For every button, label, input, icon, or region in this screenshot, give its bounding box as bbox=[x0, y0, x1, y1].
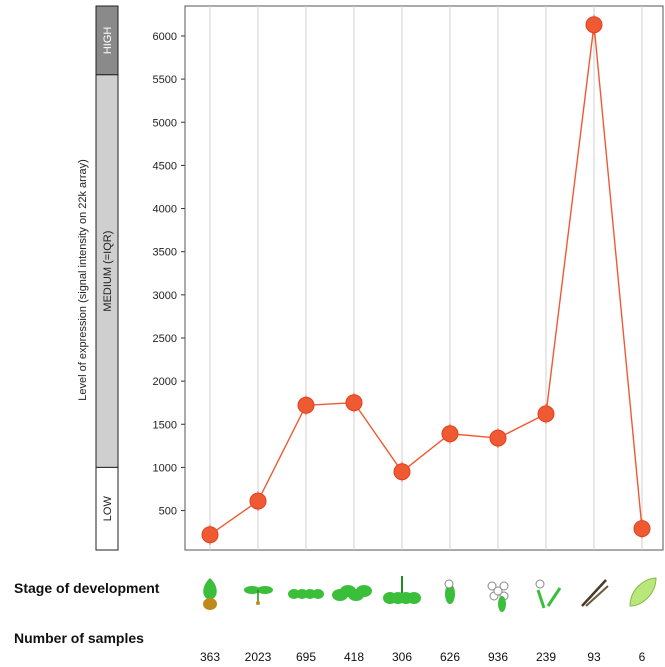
data-point bbox=[441, 425, 459, 443]
number-of-samples-label: Number of samples bbox=[14, 630, 144, 646]
stage-icon-1-icon bbox=[203, 578, 217, 610]
data-point bbox=[633, 520, 651, 538]
stage-icon-10-icon bbox=[629, 577, 657, 607]
stage-icon-4-icon bbox=[332, 585, 372, 601]
data-point bbox=[297, 396, 315, 414]
stage-icon-3-icon bbox=[288, 589, 324, 599]
sample-count: 695 bbox=[295, 650, 317, 664]
sample-count: 936 bbox=[487, 650, 509, 664]
stage-icon-8-icon bbox=[535, 579, 562, 609]
sample-count: 239 bbox=[535, 650, 557, 664]
y-tick-label: 2000 bbox=[153, 376, 177, 388]
y-axis-ticks: 500 1000 1500 2000 2500 3000 3500 4000 4500 5000 5… bbox=[153, 31, 185, 518]
data-point bbox=[537, 405, 555, 423]
y-tick-label: 2500 bbox=[153, 333, 177, 345]
sample-count: 93 bbox=[587, 650, 601, 664]
stage-icon-2-icon bbox=[244, 586, 273, 605]
y-tick-label: 1000 bbox=[153, 462, 177, 474]
y-tick-label: 1500 bbox=[153, 419, 177, 431]
y-tick-label: 3500 bbox=[153, 247, 177, 259]
sample-count: 2023 bbox=[244, 650, 272, 664]
data-point bbox=[345, 394, 363, 412]
plot-area bbox=[184, 5, 664, 551]
band-label: LOW bbox=[102, 496, 114, 522]
data-point bbox=[489, 429, 507, 447]
stage-icon-7-icon bbox=[487, 581, 509, 612]
band-label: MEDIUM (=IQR) bbox=[102, 231, 114, 312]
y-axis-label: Level of expression (signal intensity on… bbox=[77, 159, 89, 401]
data-point bbox=[393, 463, 411, 481]
data-point bbox=[249, 492, 267, 510]
sample-count: 6 bbox=[638, 650, 646, 664]
data-point bbox=[201, 526, 219, 544]
stage-icon-5-icon bbox=[383, 576, 421, 604]
band-low bbox=[95, 466, 119, 551]
y-tick-label: 5500 bbox=[153, 74, 177, 86]
stage-icon-9-icon bbox=[581, 579, 609, 607]
y-tick-label: 4000 bbox=[153, 204, 177, 216]
band-label: HIGH bbox=[102, 27, 114, 55]
expression-bands: HIGH MEDIUM (=IQR) LOW bbox=[95, 5, 119, 551]
series-line bbox=[209, 24, 643, 536]
sample-count: 363 bbox=[199, 650, 221, 664]
y-tick-label: 500 bbox=[159, 506, 177, 518]
sample-count: 626 bbox=[439, 650, 461, 664]
y-tick-label: 5000 bbox=[153, 117, 177, 129]
data-point bbox=[585, 16, 603, 34]
y-tick-label: 3000 bbox=[153, 290, 177, 302]
stage-icons bbox=[203, 576, 657, 612]
plot-frame bbox=[184, 5, 664, 551]
stage-of-development-label: Stage of development bbox=[14, 580, 160, 596]
sample-count: 418 bbox=[343, 650, 365, 664]
stage-icon-6-icon bbox=[444, 579, 455, 604]
sample-count: 306 bbox=[391, 650, 413, 664]
y-tick-label: 6000 bbox=[153, 31, 177, 43]
y-tick-label: 4500 bbox=[153, 160, 177, 172]
